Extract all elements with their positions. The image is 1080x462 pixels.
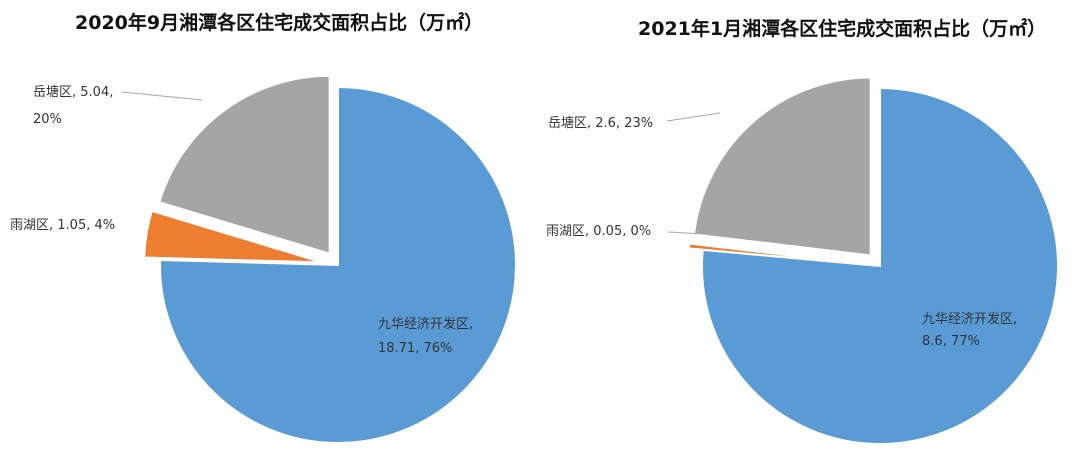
pie-slice-0 — [701, 86, 1059, 445]
leader-line-2 — [121, 91, 203, 101]
slice-data-label-0: 九华经济开发区, — [922, 311, 1017, 327]
slice-data-label-2: 岳塘区, 2.6, 23% — [548, 115, 653, 131]
slice-data-label-0: 九华经济开发区, — [378, 316, 473, 332]
pie-slice-0 — [159, 85, 517, 444]
slice-data-label-2: 20% — [33, 112, 62, 127]
slice-data-label-0: 8.6, 77% — [922, 334, 980, 349]
slice-data-label-0: 18.71, 76% — [378, 341, 452, 356]
pie-chart-canvas: 九华经济开发区, 8.6, 77% 雨湖区, 0.05, 0% 岳塘区, 2.6, 2… — [546, 76, 1059, 445]
pie-chart-canvas: 九华经济开发区, 18.71, 76% 雨湖区, 1.05, 4% 岳塘区, 5.04… — [10, 74, 517, 444]
pie-slice-1 — [143, 209, 323, 264]
slice-data-label-1: 雨湖区, 1.05, 4% — [10, 218, 115, 233]
chart-title: 2020年9月湘潭各区住宅成交面积占比（万㎡） — [75, 12, 484, 34]
pie-chart-2020-09: 2020年9月湘潭各区住宅成交面积占比（万㎡） 九华经济开发区, 18.71, 7… — [10, 12, 517, 444]
pie-slice-1 — [687, 242, 867, 266]
pie-chart-2021-01: 2021年1月湘潭各区住宅成交面积占比（万㎡） 九华经济开发区, 8.6, 77%… — [540, 0, 1080, 462]
chart-title: 2021年1月湘潭各区住宅成交面积占比（万㎡） — [638, 18, 1047, 40]
pie-slice-2 — [158, 74, 331, 256]
leader-line-2 — [666, 112, 721, 122]
slice-data-label-1: 雨湖区, 0.05, 0% — [546, 224, 651, 239]
pie-slice-2 — [692, 76, 872, 257]
slice-data-label-2: 岳塘区, 5.04, — [33, 84, 113, 100]
leader-line-1 — [667, 231, 741, 237]
